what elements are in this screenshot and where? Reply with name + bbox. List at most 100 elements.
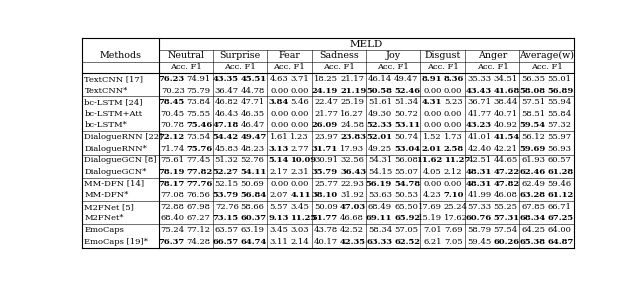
- Text: 36.43: 36.43: [340, 168, 366, 176]
- Text: 65.50: 65.50: [394, 203, 418, 211]
- Text: 68.34: 68.34: [519, 215, 545, 222]
- Text: 54.31: 54.31: [368, 156, 392, 164]
- Text: 60.26: 60.26: [493, 238, 520, 246]
- Text: 38.44: 38.44: [493, 98, 518, 106]
- Text: 61.93: 61.93: [522, 156, 545, 164]
- Text: 63.28: 63.28: [520, 191, 545, 199]
- Text: 46.14: 46.14: [368, 75, 392, 83]
- Text: 11.27: 11.27: [444, 156, 470, 164]
- Text: 7.10: 7.10: [444, 191, 464, 199]
- Text: 57.31: 57.31: [493, 215, 520, 222]
- Text: 72.12: 72.12: [159, 133, 185, 141]
- Text: 48.31: 48.31: [465, 168, 492, 176]
- Text: 5.23: 5.23: [444, 98, 462, 106]
- Text: 62.52: 62.52: [394, 238, 420, 246]
- Text: 57.05: 57.05: [394, 226, 418, 234]
- Text: 21.19: 21.19: [340, 87, 366, 95]
- Text: 47.18: 47.18: [212, 121, 239, 130]
- Text: TextCNN [17]: TextCNN [17]: [84, 75, 143, 83]
- Text: 0.00: 0.00: [444, 121, 462, 130]
- Text: 0.00: 0.00: [270, 87, 289, 95]
- Text: 0.00: 0.00: [424, 180, 442, 188]
- Text: 66.71: 66.71: [547, 203, 572, 211]
- Text: 54.11: 54.11: [241, 168, 267, 176]
- Text: 21.77: 21.77: [314, 110, 338, 118]
- Text: 3.11: 3.11: [269, 238, 289, 246]
- Text: 3.84: 3.84: [268, 98, 289, 106]
- Text: 41.54: 41.54: [493, 133, 520, 141]
- Text: Surprise: Surprise: [219, 51, 260, 60]
- Text: 21.17: 21.17: [340, 75, 364, 83]
- Text: 77.12: 77.12: [187, 226, 211, 234]
- Text: 56.89: 56.89: [547, 87, 573, 95]
- Text: 55.94: 55.94: [547, 98, 572, 106]
- Text: 46.43: 46.43: [214, 110, 239, 118]
- Text: 49.30: 49.30: [368, 110, 392, 118]
- Text: 56.84: 56.84: [241, 191, 267, 199]
- Text: 46.08: 46.08: [493, 191, 518, 199]
- Text: 40.92: 40.92: [493, 121, 518, 130]
- Text: 57.32: 57.32: [547, 121, 572, 130]
- Text: bc-LSTM*: bc-LSTM*: [84, 121, 127, 130]
- Text: 59.46: 59.46: [547, 180, 572, 188]
- Text: 18.25: 18.25: [314, 75, 338, 83]
- Text: 17.93: 17.93: [340, 145, 364, 153]
- Text: 2.01: 2.01: [422, 145, 442, 153]
- Text: 47.03: 47.03: [340, 203, 366, 211]
- Text: 75.55: 75.55: [187, 110, 211, 118]
- Text: Acc. F1: Acc. F1: [377, 63, 409, 71]
- Text: 1.61: 1.61: [270, 133, 289, 141]
- Text: 56.08: 56.08: [394, 156, 418, 164]
- Text: 46.68: 46.68: [340, 215, 364, 222]
- Text: 15.19: 15.19: [418, 215, 442, 222]
- Text: 0.00: 0.00: [424, 110, 442, 118]
- Text: 58.08: 58.08: [520, 87, 545, 95]
- Text: 38.10: 38.10: [312, 191, 338, 199]
- Text: 31.71: 31.71: [312, 145, 338, 153]
- Text: 53.04: 53.04: [394, 145, 420, 153]
- Text: EmoCaps: EmoCaps: [84, 226, 124, 234]
- Text: 8.91: 8.91: [421, 75, 442, 83]
- Text: 5.57: 5.57: [269, 203, 289, 211]
- Text: 43.23: 43.23: [465, 121, 492, 130]
- Text: Acc. F1: Acc. F1: [170, 63, 202, 71]
- Text: 51.77: 51.77: [312, 215, 338, 222]
- Text: 22.93: 22.93: [340, 180, 364, 188]
- Text: 1.73: 1.73: [444, 133, 463, 141]
- Text: 3.13: 3.13: [268, 145, 289, 153]
- Text: M2FNet*: M2FNet*: [84, 215, 124, 222]
- Text: 4.63: 4.63: [269, 75, 289, 83]
- Text: 75.46: 75.46: [187, 121, 213, 130]
- Text: 49.25: 49.25: [368, 145, 392, 153]
- Text: 64.00: 64.00: [547, 226, 572, 234]
- Text: 41.99: 41.99: [467, 191, 492, 199]
- Text: 52.15: 52.15: [215, 180, 239, 188]
- Text: 32.56: 32.56: [340, 156, 364, 164]
- Text: 25.77: 25.77: [314, 180, 338, 188]
- Text: Fear: Fear: [278, 51, 300, 60]
- Text: 50.53: 50.53: [394, 191, 418, 199]
- Text: 60.57: 60.57: [547, 156, 572, 164]
- Text: 74.91: 74.91: [187, 75, 211, 83]
- Text: 55.01: 55.01: [547, 75, 572, 83]
- Text: 61.28: 61.28: [547, 168, 573, 176]
- Text: 71.74: 71.74: [161, 145, 185, 153]
- Text: 49.47: 49.47: [241, 133, 267, 141]
- Text: 6.21: 6.21: [423, 238, 442, 246]
- Text: 75.76: 75.76: [187, 145, 213, 153]
- Text: 5.46: 5.46: [291, 98, 309, 106]
- Text: 63.33: 63.33: [366, 238, 392, 246]
- Text: 52.76: 52.76: [241, 156, 264, 164]
- Text: 51.32: 51.32: [215, 156, 239, 164]
- Text: 0.00: 0.00: [291, 110, 308, 118]
- Text: 35.33: 35.33: [467, 75, 492, 83]
- Text: 72.76: 72.76: [215, 203, 239, 211]
- Text: 51.61: 51.61: [368, 98, 392, 106]
- Text: 66.57: 66.57: [212, 238, 239, 246]
- Text: 42.40: 42.40: [467, 145, 492, 153]
- Text: 70.78: 70.78: [161, 121, 185, 130]
- Text: 69.11: 69.11: [365, 215, 392, 222]
- Text: 2.07: 2.07: [270, 191, 289, 199]
- Text: 0.00: 0.00: [270, 110, 289, 118]
- Text: 4.11: 4.11: [291, 191, 311, 199]
